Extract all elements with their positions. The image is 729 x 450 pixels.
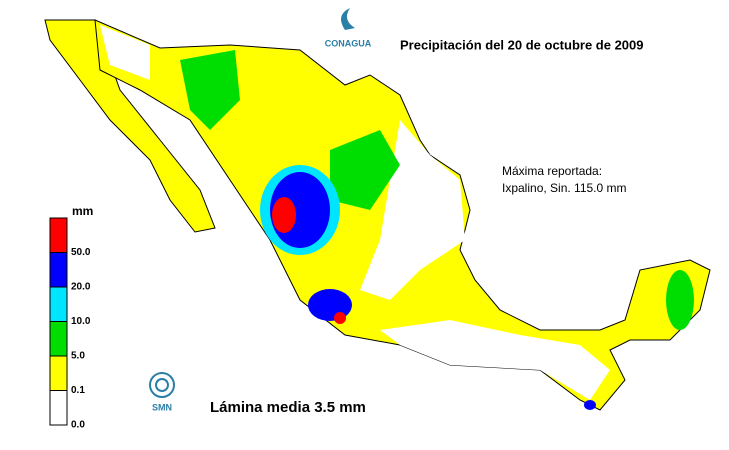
logo-icon bbox=[341, 8, 355, 30]
smn-logo: SMN bbox=[149, 372, 175, 412]
dry-area-east bbox=[360, 120, 465, 300]
legend-label: 50.0 bbox=[71, 247, 91, 258]
green-patch bbox=[330, 130, 400, 210]
legend-label: 0.1 bbox=[71, 385, 85, 396]
dry-area-south bbox=[380, 320, 610, 400]
conagua-logo: CONAGUA bbox=[325, 8, 372, 48]
mexico-map bbox=[44, 19, 711, 411]
green-patch-north bbox=[180, 50, 240, 130]
annotation-line: Ixpalino, Sin. 115.0 mm bbox=[502, 181, 627, 195]
legend-swatch bbox=[49, 355, 68, 391]
logo-text: CONAGUA bbox=[325, 38, 372, 48]
legend-swatch bbox=[49, 286, 68, 322]
logo-icon bbox=[149, 372, 175, 398]
legend-label: 20.0 bbox=[71, 282, 91, 293]
legend-swatch bbox=[49, 390, 68, 426]
legend-label: 0.0 bbox=[71, 420, 85, 431]
logo-text: SMN bbox=[152, 402, 172, 412]
title: Precipitación del 20 de octubre de 2009 bbox=[400, 37, 643, 52]
dry-area-north bbox=[100, 25, 150, 80]
legend-swatch bbox=[49, 321, 68, 357]
baja-california bbox=[44, 19, 216, 233]
legend-swatch bbox=[49, 217, 68, 253]
summary: Lámina media 3.5 mm bbox=[210, 399, 366, 416]
annotation-line: Máxima reportada: bbox=[502, 164, 602, 178]
red-patch bbox=[272, 197, 296, 233]
green-patch-yucatan bbox=[666, 270, 694, 330]
legend: 50.0 20.0 10.0 5.0 0.1 0.0 bbox=[49, 217, 91, 431]
legend-label: 10.0 bbox=[71, 316, 91, 327]
legend-swatch bbox=[49, 252, 68, 288]
blue-patch-south bbox=[584, 400, 596, 410]
legend-unit: mm bbox=[72, 204, 93, 218]
red-patch-coast bbox=[334, 312, 346, 324]
logo-icon bbox=[155, 378, 169, 392]
legend-label: 5.0 bbox=[71, 351, 85, 362]
